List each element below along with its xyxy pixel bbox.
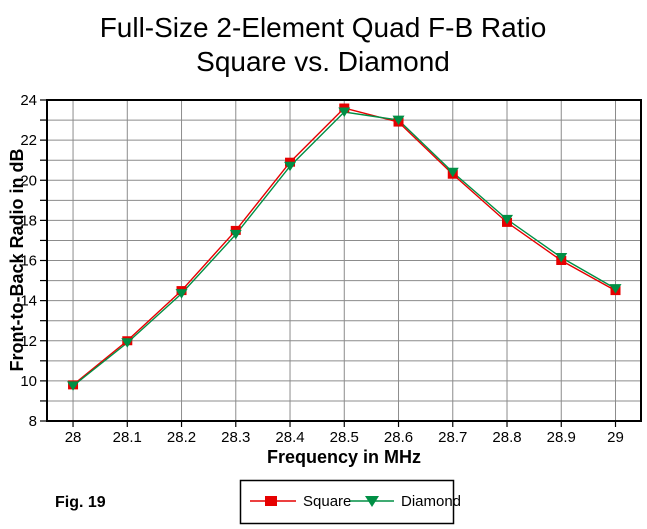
x-tick-label: 28.8 xyxy=(492,429,521,446)
y-tick-label: 14 xyxy=(20,293,37,310)
data-point-triangle-down xyxy=(609,284,622,294)
data-point-triangle-down xyxy=(175,289,188,299)
x-tick-label: 28.6 xyxy=(384,429,413,446)
figure-number-label: Fig. 19 xyxy=(55,494,106,511)
legend-item-square: Square xyxy=(250,493,351,510)
x-tick-label: 28.2 xyxy=(167,429,196,446)
x-tick-label: 29 xyxy=(607,429,624,446)
y-tick-label: 22 xyxy=(20,132,37,149)
data-point-triangle-down xyxy=(229,229,242,240)
data-point-triangle-down xyxy=(121,338,134,348)
x-tick-label: 28.1 xyxy=(113,429,142,446)
legend-item-diamond: Diamond xyxy=(350,493,461,510)
x-axis-title: Frequency in MHz xyxy=(267,447,421,467)
data-point-triangle-down xyxy=(501,214,514,225)
legend-marker-square-icon xyxy=(265,496,277,506)
y-axis-title: Front-to-Back Radio in dB xyxy=(7,149,27,372)
data-point-triangle-down xyxy=(392,115,405,126)
y-tick-label: 16 xyxy=(20,253,37,270)
y-tick-label: 24 xyxy=(20,92,37,109)
legend-marker-triangle-down-icon xyxy=(365,496,379,507)
x-tick-label: 28.3 xyxy=(221,429,250,446)
y-tick-label: 8 xyxy=(29,413,37,430)
legend: Square Diamond xyxy=(239,479,461,525)
y-tick-label: 10 xyxy=(20,373,37,390)
x-tick-label: 28.5 xyxy=(330,429,359,446)
x-tick-label: 28.9 xyxy=(547,429,576,446)
x-tick-label: 28.4 xyxy=(275,429,304,446)
chart-subtitle: Square vs. Diamond xyxy=(196,46,450,77)
y-tick-label: 12 xyxy=(20,333,37,350)
legend-label-diamond: Diamond xyxy=(401,493,461,510)
data-point-triangle-down xyxy=(284,161,297,172)
y-tick-label: 18 xyxy=(20,212,37,229)
chart-title: Full-Size 2-Element Quad F-B Ratio xyxy=(100,12,547,43)
data-point-triangle-down xyxy=(67,381,80,391)
legend-label-square: Square xyxy=(303,493,351,510)
plot-area: 8 10 12 14 16 18 20 22 24 28 28.1 28.2 28.3 28.4 28.5 2… xyxy=(20,92,642,446)
data-point-triangle-down xyxy=(446,167,459,178)
x-tick-label: 28.7 xyxy=(438,429,467,446)
data-point-triangle-down xyxy=(555,252,568,263)
y-tick-label: 20 xyxy=(20,172,37,189)
data-point-triangle-down xyxy=(338,107,351,118)
plot-border xyxy=(46,99,642,422)
x-tick-label: 28 xyxy=(65,429,82,446)
